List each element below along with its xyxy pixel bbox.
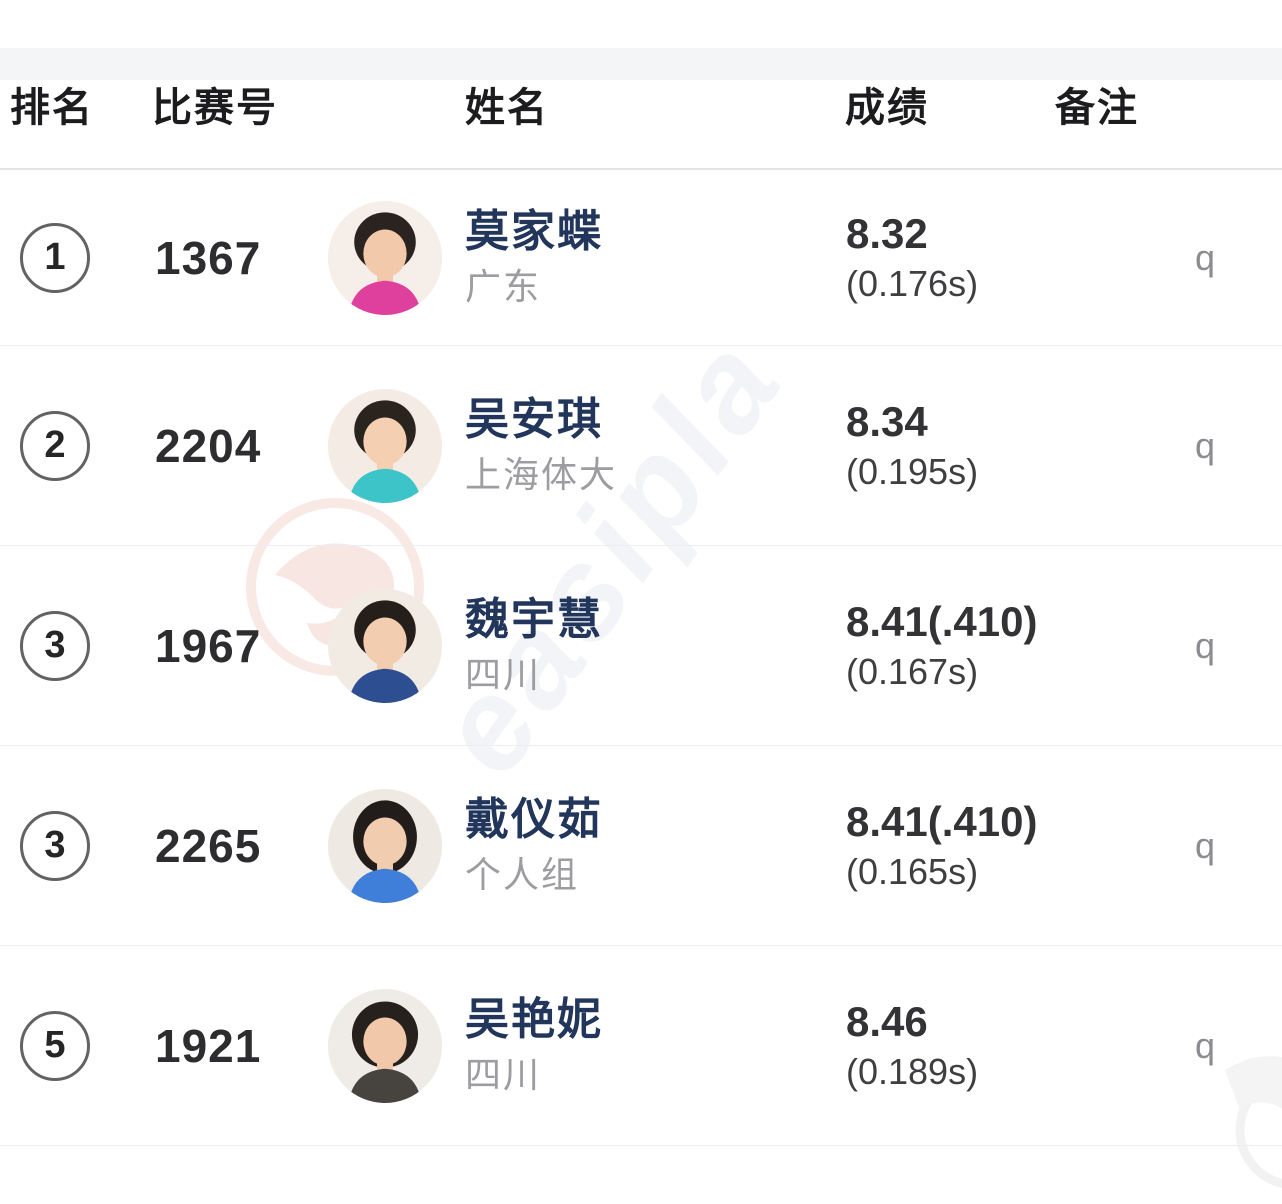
athlete-avatar <box>328 588 442 703</box>
avatar-placeholder-icon <box>328 388 442 503</box>
qualification-mark: q <box>1195 1024 1216 1066</box>
qualification-mark: q <box>1195 424 1216 466</box>
rank-value: 3 <box>44 824 66 866</box>
bib-number: 1367 <box>155 231 262 284</box>
avatar-placeholder-icon <box>328 588 442 703</box>
rank-value: 1 <box>44 236 66 278</box>
avatar-placeholder-icon <box>328 788 442 903</box>
table-header: 排名 比赛号 姓名 成绩 备注 <box>0 40 1282 170</box>
column-header-result: 成绩 <box>845 86 929 130</box>
rank-value: 3 <box>44 624 66 666</box>
athlete-name: 吴艳妮 <box>465 994 603 1044</box>
bib-number: 2265 <box>155 819 262 872</box>
reaction-time: (0.195s) <box>846 450 979 492</box>
table-row[interactable]: 1 1367 莫家蝶 广东 8.32 (0.176s) q <box>0 170 1282 346</box>
rank-badge: 3 <box>20 810 90 881</box>
athlete-team: 四川 <box>465 1053 542 1095</box>
result-cell: 8.46 (0.189s) <box>846 997 978 1095</box>
athlete-info: 戴仪茹 个人组 <box>465 793 603 899</box>
avatar-placeholder-icon <box>328 988 442 1103</box>
result-time: 8.41(.410) <box>846 797 1038 845</box>
rank-badge: 3 <box>20 610 90 681</box>
athlete-info: 吴艳妮 四川 <box>465 993 603 1099</box>
table-row[interactable]: 5 1921 吴艳妮 四川 8.46 (0.189s) q <box>0 946 1282 1146</box>
result-cell: 8.41(.410) (0.165s) <box>846 797 1037 895</box>
athlete-name: 魏宇慧 <box>465 594 603 644</box>
athlete-avatar <box>328 788 442 903</box>
qualification-mark: q <box>1195 236 1216 278</box>
avatar-placeholder-icon <box>328 200 442 315</box>
result-time: 8.41(.410) <box>846 597 1038 645</box>
reaction-time: (0.189s) <box>846 1050 979 1092</box>
table-row[interactable]: 2 2204 吴安琪 上海体大 8.34 (0.195s) q <box>0 346 1282 546</box>
rank-badge: 1 <box>20 222 90 293</box>
table-row[interactable]: 3 2265 戴仪茹 个人组 8.41(.410) (0.165s) q <box>0 746 1282 946</box>
rank-value: 5 <box>44 1024 66 1066</box>
reaction-time: (0.165s) <box>846 850 979 892</box>
athlete-name: 戴仪茹 <box>465 794 603 844</box>
rank-badge: 5 <box>20 1010 90 1081</box>
athlete-info: 魏宇慧 四川 <box>465 593 603 699</box>
qualification-mark: q <box>1195 824 1216 866</box>
athlete-name: 莫家蝶 <box>465 206 603 256</box>
athlete-team: 上海体大 <box>465 453 618 495</box>
athlete-team: 广东 <box>465 265 542 307</box>
bib-number: 1921 <box>155 1019 262 1072</box>
table-row[interactable]: 3 1967 魏宇慧 四川 8.41(.410) (0.167s) q <box>0 546 1282 746</box>
athlete-info: 吴安琪 上海体大 <box>465 393 617 499</box>
bib-number: 1967 <box>155 619 262 672</box>
athlete-avatar <box>328 388 442 503</box>
column-header-rank: 排名 <box>10 86 94 130</box>
result-cell: 8.41(.410) (0.167s) <box>846 597 1037 695</box>
athlete-name: 吴安琪 <box>465 394 603 444</box>
athlete-avatar <box>328 200 442 315</box>
column-header-name: 姓名 <box>465 86 549 130</box>
result-time: 8.32 <box>846 209 928 257</box>
reaction-time: (0.176s) <box>846 262 979 304</box>
result-time: 8.46 <box>846 997 928 1045</box>
status-band <box>0 48 1282 80</box>
bib-number: 2204 <box>155 419 262 472</box>
athlete-info: 莫家蝶 广东 <box>465 205 603 311</box>
column-header-remark: 备注 <box>1055 86 1139 130</box>
athlete-team: 个人组 <box>465 853 580 895</box>
results-list: 1 1367 莫家蝶 广东 8.32 (0.176s) q 2 2204 <box>0 170 1282 1146</box>
column-header-bib: 比赛号 <box>152 86 278 130</box>
result-time: 8.34 <box>846 397 928 445</box>
qualification-mark: q <box>1195 624 1216 666</box>
rank-value: 2 <box>44 424 66 466</box>
result-cell: 8.34 (0.195s) <box>846 397 978 495</box>
athlete-avatar <box>328 988 442 1103</box>
result-cell: 8.32 (0.176s) <box>846 209 978 307</box>
rank-badge: 2 <box>20 410 90 481</box>
reaction-time: (0.167s) <box>846 650 979 692</box>
athlete-team: 四川 <box>465 653 542 695</box>
